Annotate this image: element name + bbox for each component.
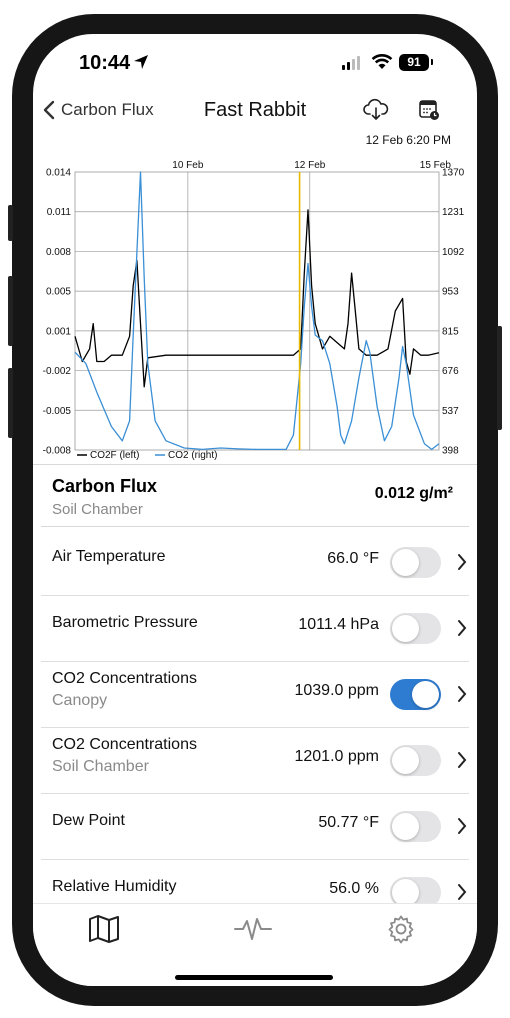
chevron-right-icon[interactable]	[457, 817, 467, 835]
back-button[interactable]: Carbon Flux	[43, 100, 154, 120]
back-label: Carbon Flux	[61, 100, 154, 119]
chart-svg: 0.014 1370 0.011 1231 0.008 1092 0.005 953 0.001…	[43, 160, 465, 461]
chevron-left-icon	[43, 100, 55, 120]
power-button	[497, 326, 502, 430]
summary-subtitle: Soil Chamber	[52, 501, 143, 518]
cellular-signal-icon	[342, 56, 360, 70]
row-name: CO2 Concentrations	[52, 736, 197, 753]
legend-entry: CO2 (right)	[168, 450, 217, 461]
row-value: 56.0 %	[329, 880, 379, 897]
list-item[interactable]: Relative Humidity 56.0 %	[33, 860, 477, 926]
toggle-co2-soil-chamber[interactable]	[390, 745, 441, 776]
battery-tip	[431, 59, 433, 65]
y-left-tick-label: 0.008	[46, 247, 71, 258]
row-name: Air Temperature	[52, 548, 166, 565]
navigation-bar: Carbon Flux Fast Rabbit	[33, 94, 477, 134]
toggle-barometric-pressure[interactable]	[390, 613, 441, 644]
mute-switch	[8, 205, 13, 241]
series-line-co2f	[74, 209, 440, 388]
row-value: 66.0 °F	[327, 550, 379, 567]
summary-title: Carbon Flux	[52, 476, 158, 496]
summary-divider	[41, 526, 469, 527]
last-updated-datetime: 12 Feb 6:20 PM	[365, 133, 451, 147]
y-left-tick-label: 0.005	[46, 287, 71, 298]
y-right-tick-label: 953	[442, 287, 459, 298]
x-tick-label: 12 Feb	[294, 160, 326, 171]
status-time: 10:44	[79, 52, 131, 74]
cloud-download-icon[interactable]	[363, 98, 389, 122]
battery-icon: 91	[399, 54, 429, 71]
row-subtitle: Canopy	[52, 692, 108, 709]
toggle-air-temperature[interactable]	[390, 547, 441, 578]
row-value: 1011.4 hPa	[298, 616, 379, 633]
series-line-co2	[74, 171, 440, 451]
list-item[interactable]: CO2 Concentrations Canopy 1039.0 ppm	[33, 662, 477, 728]
y-left-tick-label: -0.005	[43, 406, 72, 417]
chevron-right-icon[interactable]	[457, 751, 467, 769]
activity-icon[interactable]	[234, 914, 272, 944]
chevron-right-icon[interactable]	[457, 619, 467, 637]
row-name: Relative Humidity	[52, 878, 177, 895]
row-subtitle: Soil Chamber	[52, 758, 149, 775]
list-item[interactable]: Air Temperature 66.0 °F	[33, 530, 477, 596]
chart-divider	[33, 464, 477, 465]
row-value: 1201.0 ppm	[294, 748, 379, 765]
list-item[interactable]: CO2 Concentrations Soil Chamber 1201.0 p…	[33, 728, 477, 794]
chevron-right-icon[interactable]	[457, 553, 467, 571]
calendar-clock-icon[interactable]	[417, 98, 441, 122]
chevron-right-icon[interactable]	[457, 883, 467, 901]
map-icon[interactable]	[87, 914, 121, 944]
legend-entry: CO2F (left)	[90, 450, 139, 461]
y-left-tick-label: 0.011	[47, 207, 72, 218]
y-right-tick-label: 537	[442, 406, 459, 417]
y-left-tick-label: -0.008	[43, 446, 72, 457]
toggle-relative-humidity[interactable]	[390, 877, 441, 908]
y-right-tick-label: 676	[442, 366, 459, 377]
summary-header: Carbon Flux Soil Chamber 0.012 g/m²	[33, 468, 477, 530]
home-indicator	[175, 975, 333, 980]
x-tick-label: 10 Feb	[172, 160, 204, 171]
y-left-tick-label: -0.002	[43, 366, 72, 377]
screen: 10:44 91 Carbon Flux Fast Rabbit	[33, 34, 477, 986]
row-value: 1039.0 ppm	[294, 682, 379, 699]
row-name: Barometric Pressure	[52, 614, 198, 631]
y-right-tick-label: 1370	[442, 168, 465, 179]
gear-icon[interactable]	[386, 914, 416, 944]
chevron-right-icon[interactable]	[457, 685, 467, 703]
list-item[interactable]: Dew Point 50.77 °F	[33, 794, 477, 860]
toggle-co2-canopy[interactable]	[390, 679, 441, 710]
location-arrow-icon	[134, 55, 148, 69]
y-right-tick-label: 398	[442, 446, 459, 457]
y-right-tick-label: 1092	[442, 247, 465, 258]
row-name: CO2 Concentrations	[52, 670, 197, 687]
y-right-tick-label: 815	[442, 326, 459, 337]
tab-bar	[33, 903, 477, 986]
y-left-tick-label: 0.001	[46, 326, 71, 337]
summary-value: 0.012 g/m²	[374, 485, 453, 502]
row-value: 50.77 °F	[318, 814, 379, 831]
y-left-tick-label: 0.014	[46, 168, 71, 179]
list-item[interactable]: Barometric Pressure 1011.4 hPa	[33, 596, 477, 662]
x-tick-label: 15 Feb	[420, 160, 452, 171]
volume-down-button	[8, 368, 13, 438]
row-name: Dew Point	[52, 812, 125, 829]
volume-up-button	[8, 276, 13, 346]
wifi-icon	[371, 54, 393, 69]
y-right-tick-label: 1231	[442, 207, 465, 218]
status-bar: 10:44 91	[33, 34, 477, 94]
carbon-flux-chart[interactable]: 0.014 1370 0.011 1231 0.008 1092 0.005 953 0.001…	[33, 152, 477, 468]
toggle-dew-point[interactable]	[390, 811, 441, 842]
